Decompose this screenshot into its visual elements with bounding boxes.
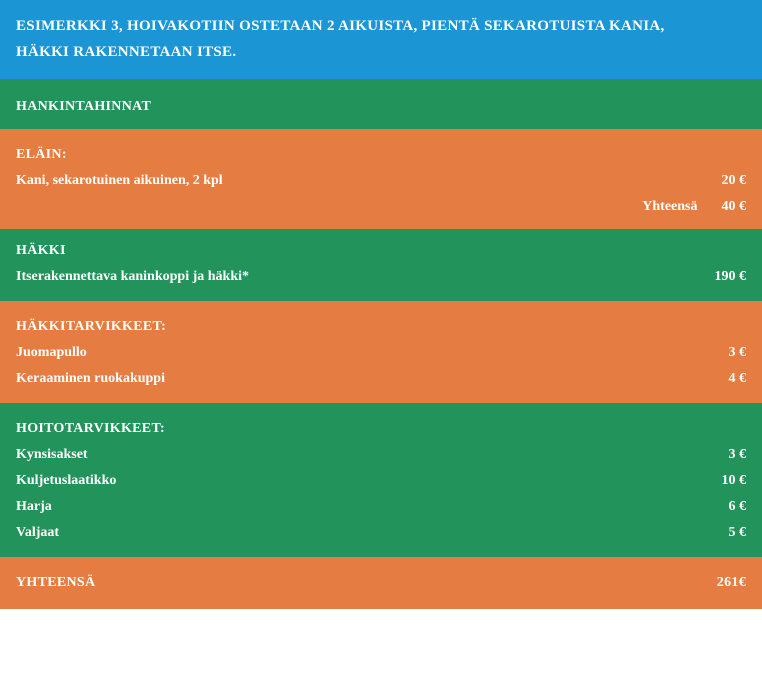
care-supplies-section: HOITOTARVIKKEET: Kynsisakset 3 € Kuljetu… — [0, 403, 762, 557]
care-supplies-item-label: Kuljetuslaatikko — [16, 473, 116, 489]
total-row: YHTEENSÄ 261€ — [0, 557, 762, 609]
cage-item-label: Itserakennettava kaninkoppi ja häkki* — [16, 269, 249, 285]
care-supplies-row: Harja 6 € — [0, 495, 762, 521]
header-line1: ESIMERKKI 3, HOIVAKOTIIN OSTETAAN 2 AIKU… — [16, 14, 746, 40]
animal-heading: ELÄIN: — [0, 129, 762, 169]
animal-subtotal-row: Yhteensä 40 € — [0, 195, 762, 229]
cage-supplies-row: Keraaminen ruokakuppi 4 € — [0, 367, 762, 403]
cage-supplies-item-label: Juomapullo — [16, 345, 87, 361]
cage-item-price: 190 € — [715, 269, 747, 285]
animal-item-label: Kani, sekarotuinen aikuinen, 2 kpl — [16, 173, 223, 189]
animal-item-row: Kani, sekarotuinen aikuinen, 2 kpl 20 € — [0, 169, 762, 195]
care-supplies-item-price: 3 € — [729, 447, 747, 463]
cage-supplies-item-label: Keraaminen ruokakuppi — [16, 371, 165, 387]
cage-supplies-item-price: 3 € — [729, 345, 747, 361]
care-supplies-item-price: 5 € — [729, 525, 747, 541]
animal-item-price: 20 € — [722, 173, 747, 189]
care-supplies-row: Kynsisakset 3 € — [0, 443, 762, 469]
cage-supplies-item-price: 4 € — [729, 371, 747, 387]
cage-item-row: Itserakennettava kaninkoppi ja häkki* 19… — [0, 265, 762, 301]
total-label: YHTEENSÄ — [16, 575, 95, 591]
care-supplies-item-label: Harja — [16, 499, 52, 515]
animal-section: ELÄIN: Kani, sekarotuinen aikuinen, 2 kp… — [0, 129, 762, 229]
care-supplies-row: Valjaat 5 € — [0, 521, 762, 557]
header: ESIMERKKI 3, HOIVAKOTIIN OSTETAAN 2 AIKU… — [0, 0, 762, 79]
care-supplies-heading: HOITOTARVIKKEET: — [0, 403, 762, 443]
header-line2: HÄKKI RAKENNETAAN ITSE. — [16, 40, 746, 66]
cage-supplies-section: HÄKKITARVIKKEET: Juomapullo 3 € Keraamin… — [0, 301, 762, 403]
section-title: HANKINTAHINNAT — [0, 79, 762, 129]
care-supplies-item-label: Kynsisakset — [16, 447, 88, 463]
care-supplies-item-price: 10 € — [722, 473, 747, 489]
cage-heading: HÄKKI — [0, 229, 762, 265]
price-table: ESIMERKKI 3, HOIVAKOTIIN OSTETAAN 2 AIKU… — [0, 0, 762, 609]
care-supplies-row: Kuljetuslaatikko 10 € — [0, 469, 762, 495]
cage-section: HÄKKI Itserakennettava kaninkoppi ja häk… — [0, 229, 762, 301]
cage-supplies-row: Juomapullo 3 € — [0, 341, 762, 367]
care-supplies-item-label: Valjaat — [16, 525, 59, 541]
animal-subtotal-label: Yhteensä — [642, 199, 697, 215]
cage-supplies-heading: HÄKKITARVIKKEET: — [0, 301, 762, 341]
animal-subtotal-value: 40 € — [722, 199, 747, 215]
care-supplies-item-price: 6 € — [729, 499, 747, 515]
total-value: 261€ — [717, 575, 746, 591]
